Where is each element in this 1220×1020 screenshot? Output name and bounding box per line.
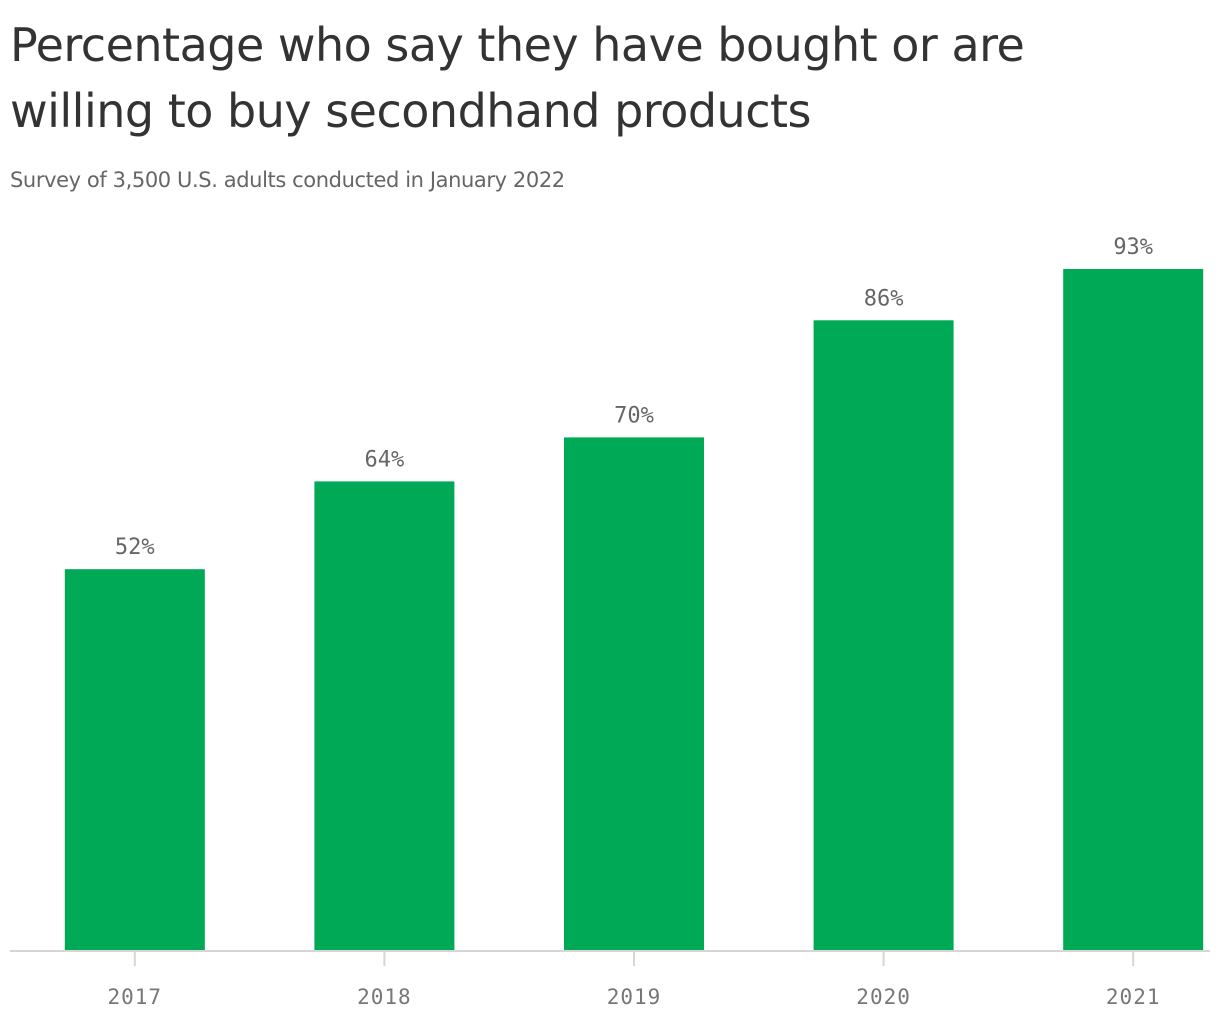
value-labels-group: 52% 64% 70% 86% 93% xyxy=(115,235,1153,560)
bar-2017 xyxy=(64,569,205,950)
value-label-2017: 52% xyxy=(115,535,155,560)
value-label-2021: 93% xyxy=(1113,235,1153,260)
bar-2018 xyxy=(314,481,455,950)
x-axis-ticks: 2017 2018 2019 2020 2021 xyxy=(108,952,1161,1009)
tick-label-2018: 2018 xyxy=(357,985,412,1009)
bar-2019 xyxy=(564,437,704,950)
tick-label-2020: 2020 xyxy=(856,985,911,1009)
value-label-2020: 86% xyxy=(864,286,904,311)
bar-2020 xyxy=(813,320,954,950)
bar-2021 xyxy=(1063,269,1204,950)
value-label-2018: 64% xyxy=(365,447,405,472)
bars-group xyxy=(64,269,1204,950)
tick-label-2021: 2021 xyxy=(1106,985,1161,1009)
tick-label-2019: 2019 xyxy=(607,985,662,1009)
chart-title: Percentage who say they have bought or a… xyxy=(10,18,1025,138)
value-label-2019: 70% xyxy=(614,403,654,428)
chart-subtitle: Survey of 3,500 U.S. adults conducted in… xyxy=(10,168,565,192)
tick-label-2017: 2017 xyxy=(108,985,163,1009)
